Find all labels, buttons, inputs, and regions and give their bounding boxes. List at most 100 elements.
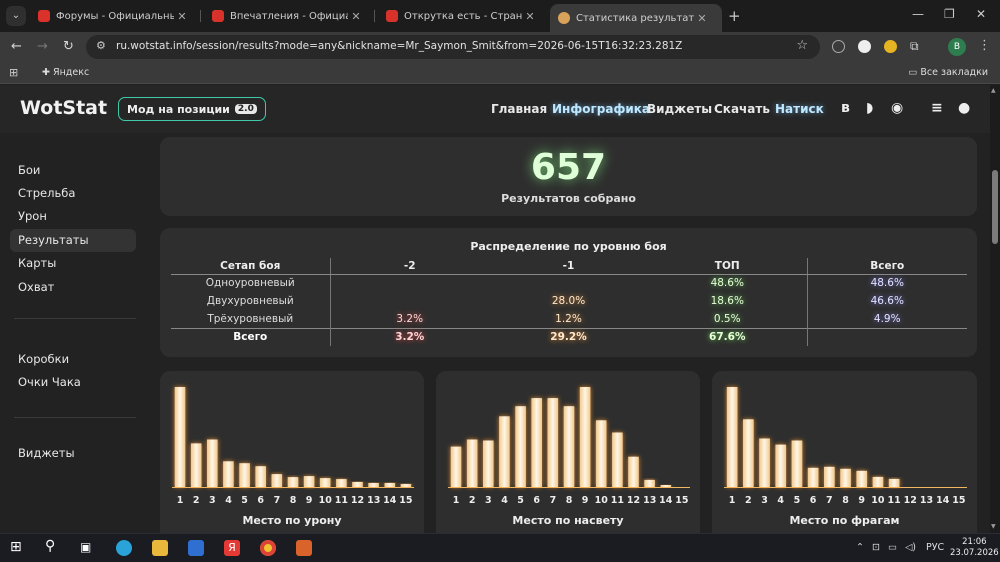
back-icon[interactable]: ← bbox=[11, 39, 22, 54]
database-icon[interactable]: ≡ bbox=[931, 100, 943, 116]
tab-search-button[interactable]: ⌄ bbox=[6, 6, 26, 26]
profile-avatar[interactable]: В bbox=[948, 38, 966, 56]
chart-tick-label: 1 bbox=[453, 495, 460, 506]
sidebar-item-damage[interactable]: Урон bbox=[18, 209, 47, 223]
network-icon[interactable]: ▭ bbox=[888, 542, 897, 553]
all-bookmarks[interactable]: ▭ Все закладки bbox=[908, 67, 988, 78]
tab-close-icon[interactable]: ✕ bbox=[351, 9, 361, 23]
scroll-up-icon[interactable]: ▲ bbox=[991, 87, 996, 94]
chart-title: Место по урону bbox=[242, 514, 342, 527]
extensions-puzzle-icon[interactable]: ⧉ bbox=[910, 39, 919, 53]
scroll-down-icon[interactable]: ▼ bbox=[991, 523, 996, 530]
tab-bar: ⌄ Форумы - Официальный ф ✕ Впечатления -… bbox=[0, 0, 1000, 32]
table-cell: 4.9% bbox=[806, 310, 967, 328]
chart-bar bbox=[239, 463, 250, 487]
github-icon[interactable]: ● bbox=[958, 100, 971, 116]
sidebar-item-battles[interactable]: Бои bbox=[18, 163, 41, 177]
chart-tick-label: 13 bbox=[643, 495, 656, 506]
chart-bar bbox=[579, 387, 591, 487]
mod-download-button[interactable]: Мод на позиции 2.0 bbox=[118, 97, 266, 121]
wot-game-icon[interactable] bbox=[296, 540, 312, 556]
outlook-icon[interactable] bbox=[188, 540, 204, 556]
bookmark-yandex[interactable]: ✚ Яндекс bbox=[42, 67, 90, 78]
table-cell: 3.2% bbox=[329, 327, 489, 346]
chart-tick-label: 12 bbox=[627, 495, 640, 506]
boosty-icon[interactable]: ʙ bbox=[841, 100, 850, 116]
chart-tick-label: 12 bbox=[351, 495, 364, 506]
chart-tick-label: 1 bbox=[729, 495, 736, 506]
sidebar-item-boxes[interactable]: Коробки bbox=[18, 352, 70, 366]
wot-favicon-icon bbox=[212, 10, 224, 22]
tray-chevron-icon[interactable]: ⌃ bbox=[856, 542, 864, 553]
tab-forums[interactable]: Форумы - Официальный ф ✕ bbox=[30, 4, 190, 28]
chart-tick-label: 11 bbox=[335, 495, 348, 506]
tab-close-icon[interactable]: ✕ bbox=[177, 9, 187, 23]
task-view-icon[interactable]: ▣ bbox=[80, 540, 92, 554]
nav-download[interactable]: Скачать bbox=[714, 102, 770, 116]
chart-bar bbox=[303, 476, 315, 487]
chrome-icon[interactable] bbox=[260, 540, 276, 556]
chart-bar bbox=[547, 398, 559, 487]
bookmark-star-icon[interactable]: ☆ bbox=[796, 38, 808, 53]
new-tab-icon[interactable]: + bbox=[728, 7, 741, 25]
chart-bar bbox=[743, 419, 754, 487]
extension-icon[interactable] bbox=[858, 40, 871, 53]
patreon-icon[interactable]: ◗ bbox=[866, 100, 874, 116]
chart-bar bbox=[644, 479, 655, 487]
extension-icon[interactable] bbox=[884, 40, 897, 53]
file-explorer-icon[interactable] bbox=[152, 540, 168, 556]
edge-icon[interactable] bbox=[116, 540, 132, 556]
apps-grid-icon[interactable]: ⊞ bbox=[9, 66, 19, 79]
windows-start-icon[interactable]: ⊞ bbox=[10, 539, 22, 555]
sidebar-item-chuck-points[interactable]: Очки Чака bbox=[18, 375, 81, 389]
chart-tick-label: 15 bbox=[952, 495, 965, 506]
menu-kebab-icon[interactable]: ⋮ bbox=[978, 38, 991, 53]
chart-bar bbox=[840, 468, 851, 487]
site-logo[interactable]: WotStat bbox=[20, 97, 108, 119]
chart-bar bbox=[824, 466, 835, 487]
results-count: 657 bbox=[530, 147, 607, 188]
chart-bar bbox=[660, 485, 672, 487]
nav-home[interactable]: Главная bbox=[491, 102, 548, 116]
keyboard-language[interactable]: РУС bbox=[926, 542, 945, 553]
address-bar[interactable]: ⚙ ru.wotstat.info/session/results?mode=a… bbox=[86, 35, 820, 59]
table-cell bbox=[329, 274, 489, 292]
chart-tick-label: 9 bbox=[858, 495, 865, 506]
sidebar-item-results[interactable]: Результаты bbox=[10, 229, 136, 252]
bookmark-label: Все закладки bbox=[920, 67, 988, 78]
site-info-icon[interactable]: ⚙ bbox=[96, 39, 106, 52]
forward-icon[interactable]: → bbox=[37, 39, 48, 54]
sidebar-item-maps[interactable]: Карты bbox=[18, 256, 57, 270]
table-cell: Трёхуровневый bbox=[207, 312, 294, 325]
sidebar-item-coverage[interactable]: Охват bbox=[18, 280, 55, 294]
tab-results-stats[interactable]: Статистика результатов ✕ bbox=[550, 4, 722, 32]
nav-widgets[interactable]: Виджеты bbox=[647, 102, 713, 116]
table-row: Одноуровневый 48.6% 48.6% bbox=[171, 274, 967, 292]
tab-impressions[interactable]: Впечатления - Официальн ✕ bbox=[204, 4, 364, 28]
chart-tick-label: 4 bbox=[225, 495, 232, 506]
tray-app-icon[interactable]: ⊡ bbox=[872, 542, 880, 553]
tab-close-icon[interactable]: ✕ bbox=[697, 11, 707, 25]
sidebar-item-widgets[interactable]: Виджеты bbox=[18, 446, 75, 460]
scroll-thumb[interactable] bbox=[992, 170, 998, 244]
page-scrollbar[interactable]: ▲ ▼ bbox=[990, 85, 1000, 533]
nav-infographics[interactable]: Инфографика bbox=[552, 102, 650, 116]
reload-icon[interactable]: ↻ bbox=[63, 39, 74, 54]
tab-close-icon[interactable]: ✕ bbox=[525, 9, 535, 23]
sidebar-item-shooting[interactable]: Стрельба bbox=[18, 186, 76, 200]
discord-icon[interactable]: ◉ bbox=[891, 100, 904, 116]
tab-otkrutka[interactable]: Открутка есть - Страница 214 ✕ bbox=[378, 4, 538, 28]
extension-icon[interactable] bbox=[832, 40, 845, 53]
nav-natisk[interactable]: Натиск bbox=[775, 102, 824, 116]
chart-bar bbox=[223, 461, 234, 487]
chart-tick-label: 7 bbox=[826, 495, 833, 506]
close-window-icon[interactable]: ✕ bbox=[976, 7, 987, 21]
chart-bar bbox=[499, 416, 510, 487]
chart-tick-label: 13 bbox=[367, 495, 380, 506]
minimize-icon[interactable]: — bbox=[912, 7, 924, 21]
volume-icon[interactable]: ◁) bbox=[905, 542, 917, 553]
taskbar-clock[interactable]: 21:06 23.07.2026 bbox=[950, 537, 999, 559]
search-icon[interactable]: ⚲ bbox=[45, 538, 56, 554]
restore-icon[interactable]: ❐ bbox=[944, 7, 955, 21]
yandex-browser-icon[interactable]: Я bbox=[224, 540, 240, 556]
